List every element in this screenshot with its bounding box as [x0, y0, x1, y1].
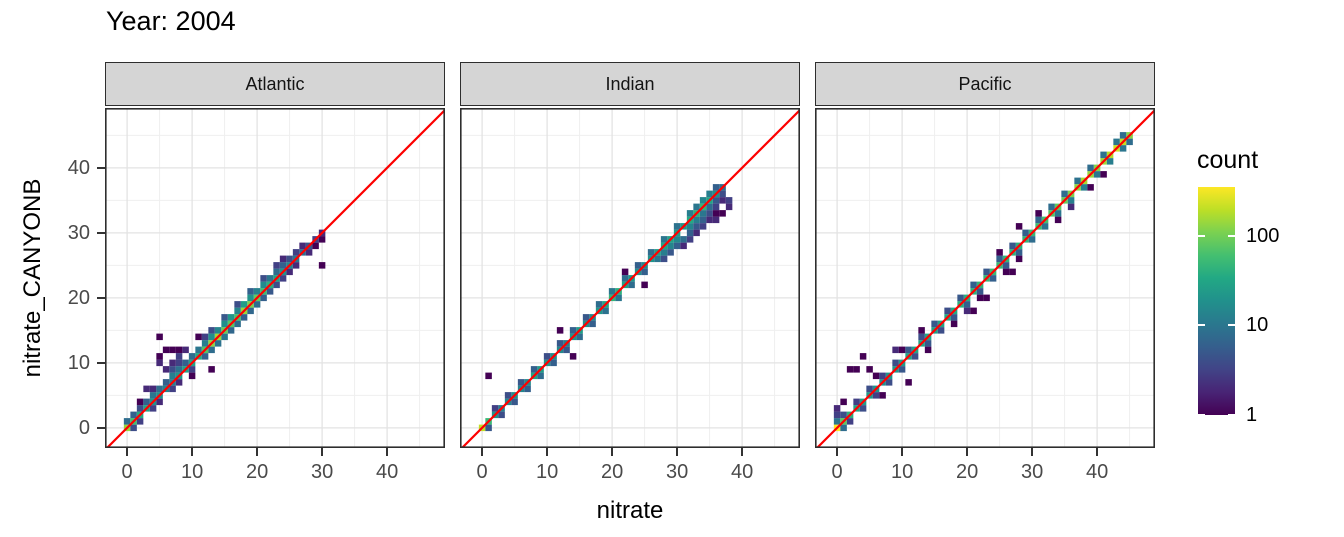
panel-pacific: [815, 108, 1155, 448]
x-tick-label: 10: [535, 461, 559, 483]
plot-title: Year: 2004: [106, 6, 236, 36]
major-gridlines: [460, 108, 800, 448]
x-tick-mark: [611, 448, 614, 456]
x-tick-label: 30: [310, 461, 334, 483]
x-tick-mark: [836, 448, 839, 456]
y-tick-mark: [97, 426, 105, 429]
x-tick-mark: [1096, 448, 1099, 456]
legend-colorbar: [1198, 187, 1235, 416]
x-tick-mark: [966, 448, 969, 456]
x-tick-mark: [126, 448, 129, 456]
x-tick-mark: [256, 448, 259, 456]
y-tick-mark: [97, 361, 105, 364]
facet-strip-label: Pacific: [958, 73, 1012, 94]
x-tick-label: 40: [375, 461, 399, 483]
identity-line: [106, 109, 445, 448]
panel-border: [815, 108, 1155, 448]
legend-title: count: [1197, 146, 1259, 174]
legend-tick-label: 100: [1246, 224, 1280, 247]
panel-border: [460, 108, 800, 448]
identity-line: [816, 109, 1155, 448]
panel-indian: [460, 108, 800, 448]
x-axis-title: nitrate: [596, 497, 664, 524]
x-tick-label: 40: [730, 461, 754, 483]
major-gridlines: [105, 108, 445, 448]
y-tick-label: 0: [78, 416, 90, 439]
y-tick-mark: [97, 296, 105, 299]
x-tick-mark: [901, 448, 904, 456]
facet-strip-label: Atlantic: [245, 73, 305, 94]
x-tick-label: 40: [1085, 461, 1109, 483]
y-tick-label: 10: [67, 351, 90, 374]
y-tick-label: 30: [67, 221, 90, 244]
panel-border: [105, 108, 445, 448]
x-tick-label: 0: [831, 461, 843, 483]
major-gridlines: [815, 108, 1155, 448]
x-tick-label: 10: [890, 461, 914, 483]
legend-colorbar-tick: [1198, 324, 1205, 327]
x-tick-mark: [546, 448, 549, 456]
x-tick-mark: [481, 448, 484, 456]
facet-strip-pacific: Pacific: [815, 62, 1155, 106]
identity-line: [461, 109, 800, 448]
x-tick-label: 0: [121, 461, 133, 483]
legend-tick-label: 1: [1246, 404, 1258, 426]
legend-tick-label: 10: [1246, 314, 1269, 337]
legend-colorbar-tick: [1198, 414, 1205, 416]
x-tick-label: 10: [180, 461, 204, 483]
x-tick-mark: [676, 448, 679, 456]
x-tick-label: 20: [600, 461, 624, 483]
facet-strip-atlantic: Atlantic: [105, 62, 445, 106]
x-tick-label: 0: [476, 461, 488, 483]
y-axis-title: nitrate_CANYONB: [19, 178, 46, 378]
y-tick-mark: [97, 166, 105, 169]
x-tick-label: 30: [665, 461, 689, 483]
x-tick-label: 30: [1020, 461, 1044, 483]
x-tick-mark: [321, 448, 324, 456]
x-tick-mark: [191, 448, 194, 456]
x-tick-mark: [386, 448, 389, 456]
x-tick-label: 20: [955, 461, 979, 483]
x-tick-mark: [741, 448, 744, 456]
panel-atlantic: [105, 108, 445, 448]
legend-colorbar-tick: [1228, 234, 1235, 237]
y-tick-mark: [97, 231, 105, 234]
legend-colorbar-tick: [1198, 234, 1205, 237]
facet-strip-label: Indian: [605, 73, 655, 94]
y-tick-label: 40: [67, 156, 90, 179]
legend-colorbar-tick: [1228, 324, 1235, 327]
facet-strip-indian: Indian: [460, 62, 800, 106]
y-tick-label: 20: [67, 286, 90, 309]
legend-colorbar-tick: [1228, 414, 1235, 416]
x-tick-mark: [1031, 448, 1034, 456]
x-tick-label: 20: [245, 461, 269, 483]
